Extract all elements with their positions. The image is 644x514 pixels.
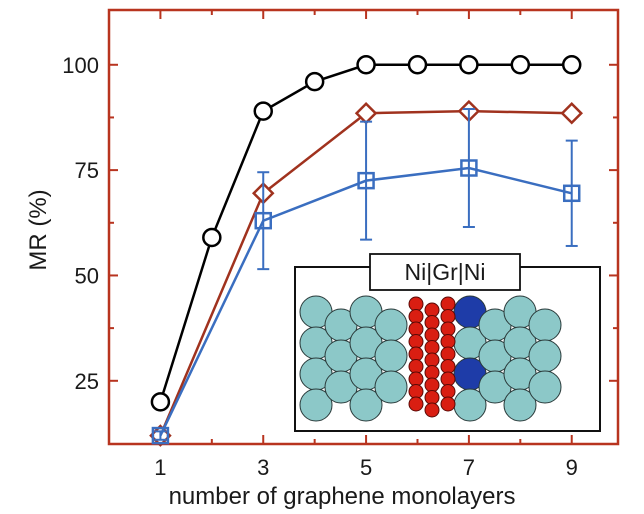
carbon-atom [408, 371, 424, 387]
nickel-atom [528, 308, 562, 342]
y-axis-title: MR (%) [25, 189, 52, 270]
nickel-atom [374, 308, 408, 342]
nickel-atom [503, 388, 537, 422]
x-tick-label: 3 [257, 455, 269, 480]
data-point [357, 171, 375, 190]
y-tick-label: 25 [75, 369, 99, 394]
axis-ticks [109, 10, 618, 444]
nickel-atom [528, 339, 562, 373]
x-tick-label: 5 [360, 455, 372, 480]
data-point [356, 55, 376, 75]
y-tick-label: 100 [62, 53, 99, 78]
plot-frame [107, 8, 620, 446]
carbon-atom [424, 340, 440, 355]
carbon-atom [408, 384, 424, 399]
carbon-atom [440, 309, 456, 324]
carbon-atom [440, 371, 456, 387]
carbon-atom [424, 315, 440, 330]
nickel-atom [374, 370, 408, 404]
data-point [254, 211, 272, 230]
data-point [562, 184, 581, 203]
series-circle [150, 55, 582, 412]
y-tick-label: 75 [75, 158, 99, 183]
x-tick-label: 1 [154, 455, 166, 480]
series-square [151, 108, 581, 445]
data-point [560, 101, 583, 125]
data-point [460, 159, 478, 177]
data-point [202, 227, 222, 248]
y-tick-label: 50 [75, 263, 99, 288]
x-tick-label: 7 [463, 455, 475, 480]
data-point [150, 392, 171, 412]
atom-lattice [299, 295, 562, 422]
carbon-atom [440, 384, 456, 399]
carbon-atom [408, 334, 424, 349]
data-point [510, 55, 531, 75]
carbon-atom [408, 321, 424, 337]
carbon-atom [424, 377, 440, 393]
carbon-atom [424, 365, 440, 380]
data-point [407, 55, 428, 75]
carbon-atom [424, 302, 440, 318]
carbon-atom [408, 309, 424, 324]
carbon-atom [408, 396, 424, 412]
carbon-atom [440, 346, 456, 362]
carbon-atom [408, 359, 424, 374]
series-layer [149, 55, 583, 447]
carbon-atom [424, 402, 440, 418]
carbon-atom [408, 346, 424, 362]
x-axis-title: number of graphene monolayers [169, 483, 516, 510]
nickel-atom [349, 388, 383, 422]
inset-title-box [369, 253, 521, 291]
x-tick-label: 9 [566, 455, 578, 480]
nickel-atom [528, 370, 562, 404]
carbon-atom [440, 296, 456, 312]
y-tick-labels: 25 50 75 100 [62, 53, 99, 394]
nickel-atom [374, 339, 408, 373]
data-point [304, 71, 325, 92]
data-point [253, 101, 273, 121]
carbon-atom [440, 334, 456, 349]
carbon-atom [408, 296, 424, 312]
carbon-atom [424, 352, 440, 368]
x-tick-labels: 1 3 5 7 9 [154, 455, 578, 480]
inset-structure: Ni|Gr|Ni [294, 253, 601, 432]
carbon-atom [424, 327, 440, 343]
inset-title: Ni|Gr|Ni [405, 259, 486, 285]
carbon-atom [440, 321, 456, 337]
data-point [151, 426, 170, 445]
data-point [459, 55, 479, 75]
data-point [561, 55, 582, 75]
carbon-atom [440, 396, 456, 412]
nickel-atom [299, 388, 333, 422]
carbon-atom [440, 359, 456, 374]
carbon-atom [424, 390, 440, 405]
